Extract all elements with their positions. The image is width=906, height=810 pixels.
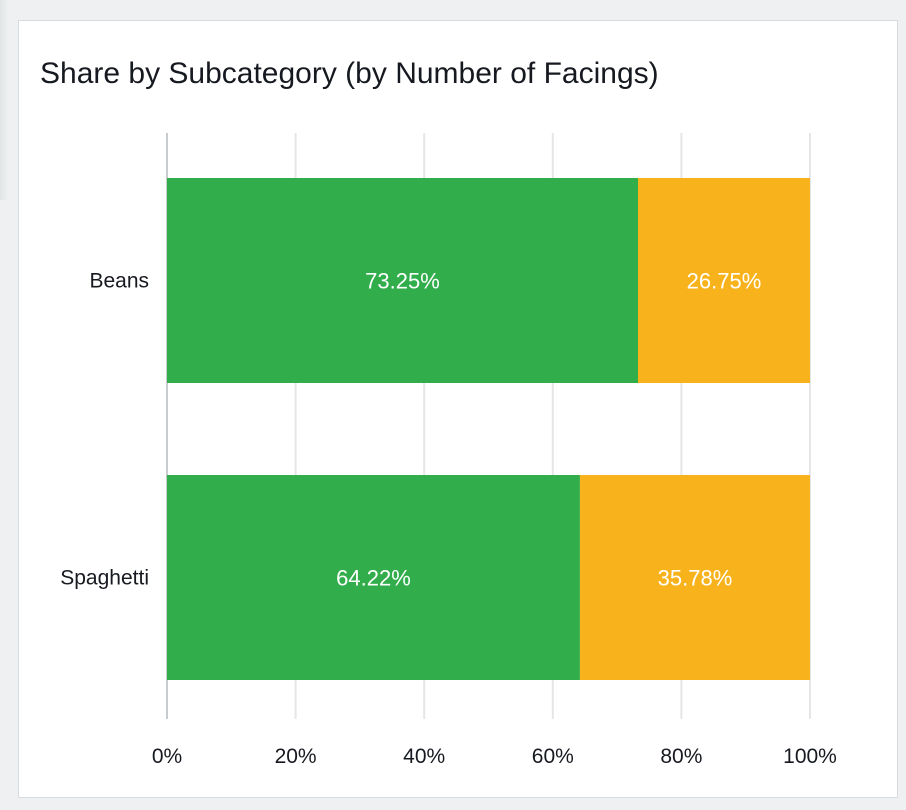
x-tick-label-20: 20% [275,745,317,768]
x-tick-label-0: 0% [152,745,182,768]
category-label-spaghetti: Spaghetti [60,567,149,590]
chart-title: Share by Subcategory (by Number of Facin… [40,57,659,90]
bar-beans-segment-1 [167,178,638,383]
bar-beans-segment-2 [637,178,810,383]
x-tick-label-40: 40% [403,745,445,768]
category-label-beans: Beans [89,270,149,293]
chart-plot: 73.25% 26.75% Beans 64.22% 35.78% Spaghetti 0%… [60,133,837,768]
bar-spaghetti-segment-1 [167,475,580,680]
data-label-spaghetti-segment-2: 35.78% [658,566,733,591]
x-tick-label-100: 100% [783,745,837,768]
page-edge-shadow [0,0,8,200]
x-tick-label-60: 60% [532,745,574,768]
chart-card: Share by Subcategory (by Number of Facin… [18,20,898,798]
bar-spaghetti-segment-2 [579,475,810,680]
x-tick-label-80: 80% [660,745,702,768]
data-label-spaghetti-segment-1: 64.22% [336,566,411,591]
data-label-beans-segment-1: 73.25% [365,269,440,294]
data-label-beans-segment-2: 26.75% [687,269,762,294]
